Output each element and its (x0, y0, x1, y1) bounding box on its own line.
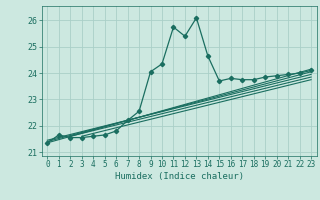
X-axis label: Humidex (Indice chaleur): Humidex (Indice chaleur) (115, 172, 244, 181)
